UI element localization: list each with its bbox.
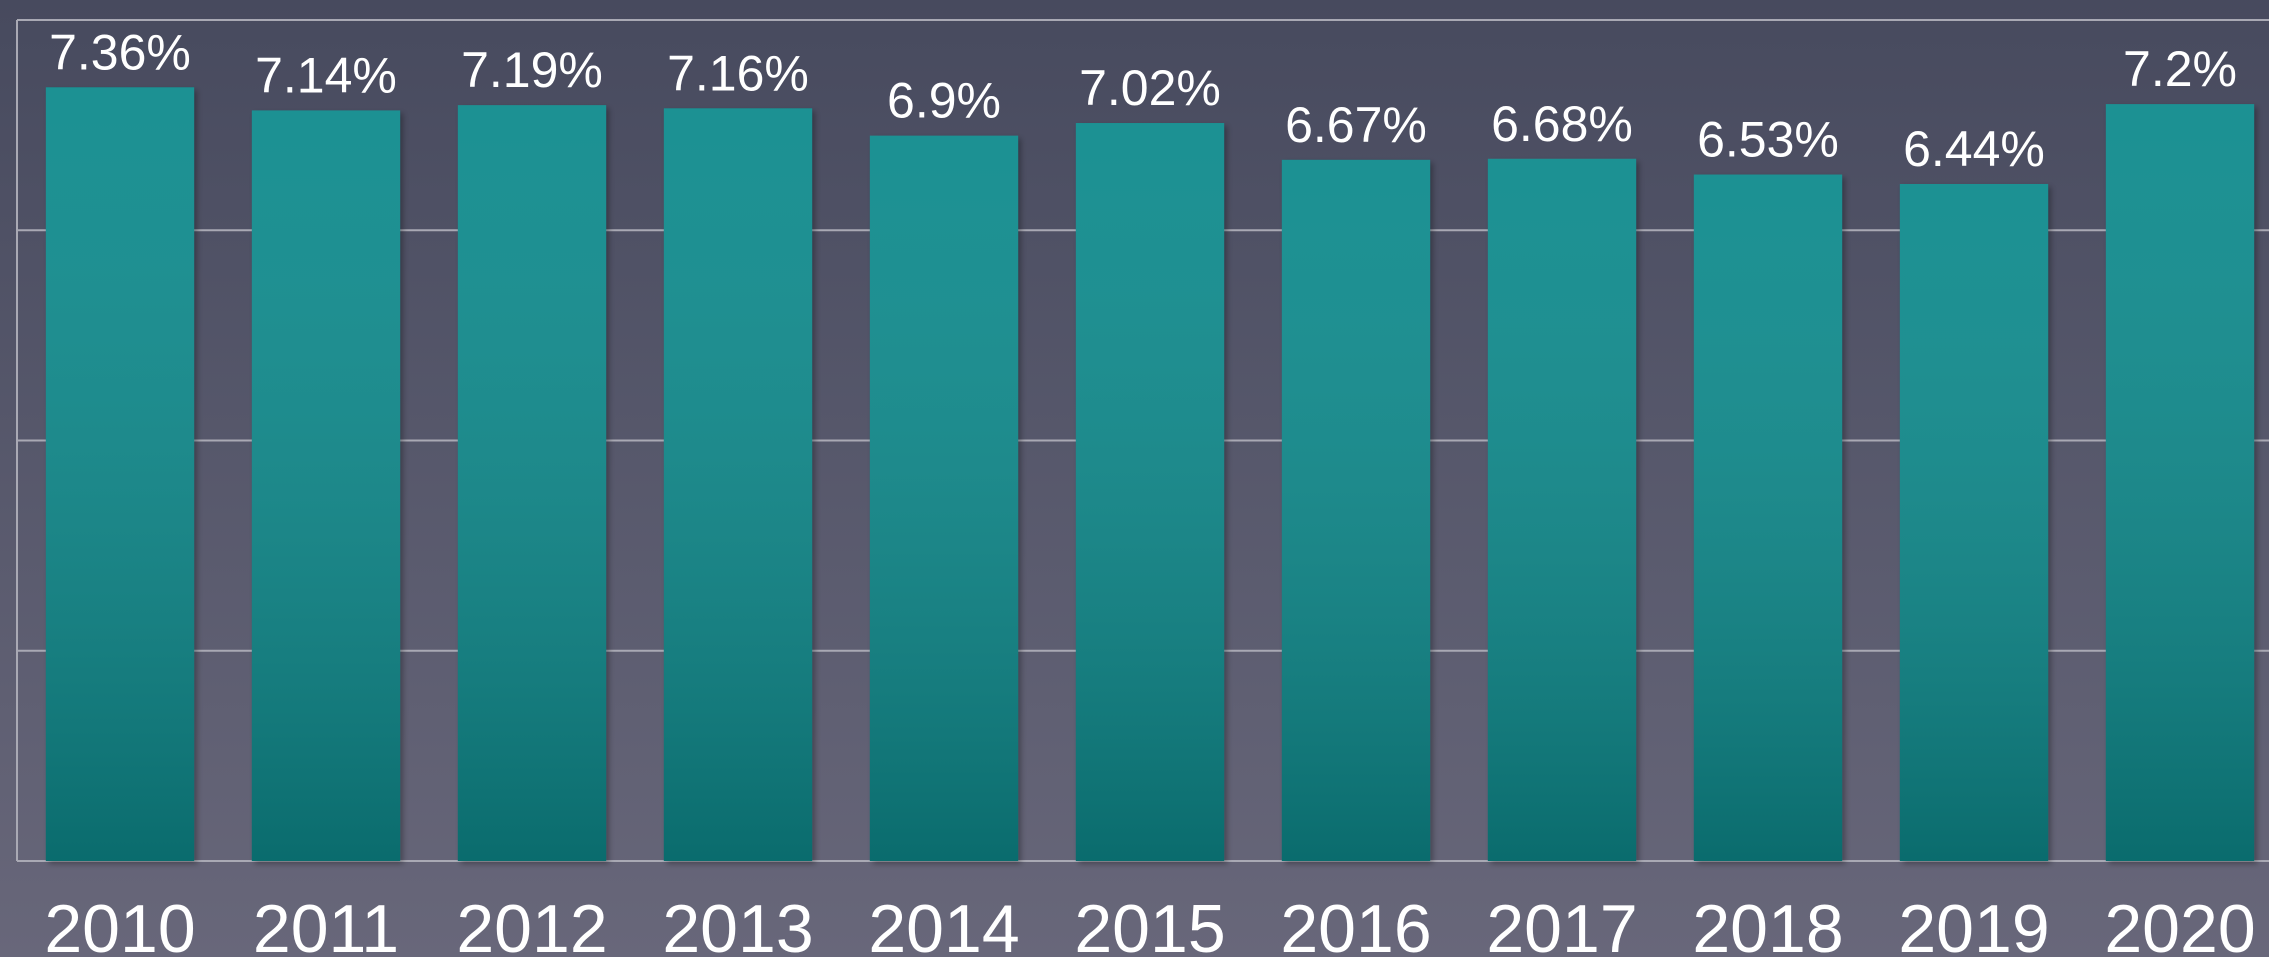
x-tick-label: 2015 <box>1074 891 1225 957</box>
value-label: 7.14% <box>255 47 397 103</box>
x-tick-label: 2012 <box>456 891 607 957</box>
bar-shade <box>663 108 813 862</box>
value-label: 6.68% <box>1491 96 1633 152</box>
x-tick-label: 2019 <box>1898 891 2049 957</box>
bar-shade <box>2105 104 2255 862</box>
value-label: 7.02% <box>1079 60 1221 116</box>
value-label: 7.16% <box>667 45 809 101</box>
x-tick-label: 2018 <box>1692 891 1843 957</box>
bar-shade <box>251 110 401 862</box>
value-label: 7.2% <box>2123 41 2237 97</box>
x-tick-label: 2011 <box>253 891 399 957</box>
bar-shade <box>45 87 195 861</box>
value-label: 6.44% <box>1903 121 2045 177</box>
bar-shade <box>1693 174 1843 861</box>
bar-shade <box>1899 183 2049 861</box>
x-tick-label: 2017 <box>1486 891 1637 957</box>
bar-shade <box>457 105 607 862</box>
bar-shade <box>1281 159 1431 861</box>
value-label: 6.9% <box>887 73 1001 129</box>
value-label: 7.19% <box>461 42 603 98</box>
bar-shade <box>869 135 1019 861</box>
bar-shade <box>1487 158 1637 861</box>
x-tick-label: 2014 <box>868 891 1019 957</box>
x-tick-label: 2020 <box>2104 891 2255 957</box>
value-label: 6.53% <box>1697 112 1839 168</box>
x-tick-label: 2010 <box>44 891 195 957</box>
bar-shade <box>1075 123 1225 861</box>
value-label: 6.67% <box>1285 97 1427 153</box>
value-label: 7.36% <box>49 24 191 80</box>
x-tick-label: 2013 <box>662 891 813 957</box>
x-tick-label: 2016 <box>1280 891 1431 957</box>
